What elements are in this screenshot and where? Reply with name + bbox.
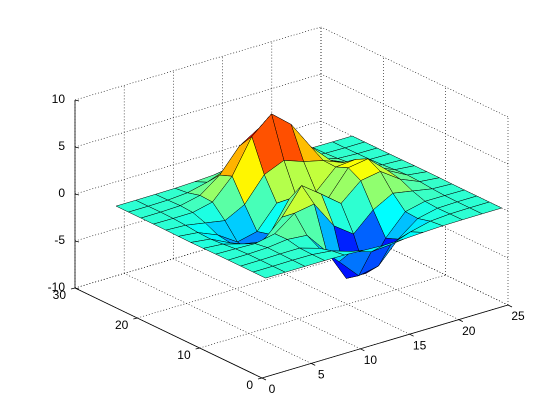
y-tick <box>257 377 263 380</box>
y-tick-label: 10 <box>177 348 191 362</box>
x-tick <box>360 348 365 352</box>
x-axis <box>261 304 509 379</box>
x-tick-label: 25 <box>511 309 525 323</box>
grid-line <box>199 274 446 349</box>
x-tick <box>409 333 414 337</box>
x-tick-label: 5 <box>318 368 325 382</box>
z-tick-label: 10 <box>52 92 66 106</box>
z-tick <box>74 146 80 149</box>
y-tick-label: 30 <box>53 288 67 302</box>
x-tick-label: 10 <box>364 353 378 367</box>
y-tick-label: 0 <box>246 378 253 392</box>
x-tick-label: 0 <box>269 382 276 396</box>
x-tick <box>311 363 316 366</box>
z-tick <box>74 99 80 102</box>
y-axis <box>74 287 263 379</box>
z-tick <box>74 240 80 243</box>
surface-patch <box>252 265 286 279</box>
x-tick-label: 15 <box>413 338 427 352</box>
z-tick-label: 5 <box>58 139 65 153</box>
surface <box>115 113 503 279</box>
y-tick <box>133 317 138 320</box>
y-tick <box>70 287 76 290</box>
y-tick <box>195 347 200 350</box>
z-tick <box>74 287 80 290</box>
grid-line <box>74 73 322 148</box>
x-tick <box>507 304 513 308</box>
y-tick-label: 20 <box>115 318 129 332</box>
z-tick-label: 0 <box>58 186 65 200</box>
z-tick-label: -10 <box>48 280 66 294</box>
z-tick-label: -5 <box>54 233 65 247</box>
z-tick <box>74 193 80 196</box>
x-tick <box>261 377 267 381</box>
grid-line <box>74 26 322 101</box>
x-tick <box>458 319 463 322</box>
x-tick-label: 20 <box>462 324 476 338</box>
